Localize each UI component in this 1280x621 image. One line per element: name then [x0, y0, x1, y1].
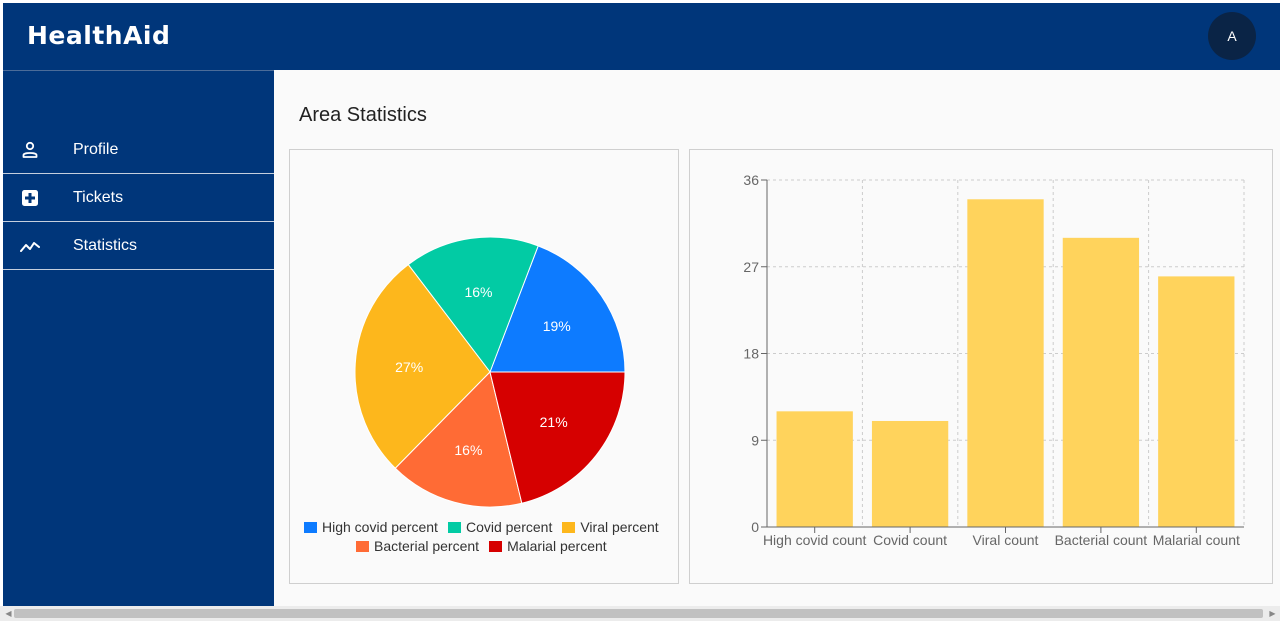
- bar[interactable]: [871, 420, 949, 527]
- x-tick-label: High covid count: [763, 532, 867, 548]
- pie-slice-label: 21%: [540, 414, 568, 430]
- y-tick-label: 18: [743, 346, 759, 362]
- x-tick-label: Covid count: [873, 532, 947, 548]
- legend-row-1: High covid percent Covid percent Viral p…: [304, 519, 669, 535]
- bar[interactable]: [776, 411, 853, 527]
- legend-item-bacterial[interactable]: Bacterial percent: [356, 538, 479, 554]
- legend-swatch: [356, 540, 369, 552]
- bar[interactable]: [1158, 276, 1235, 527]
- legend-swatch: [562, 521, 576, 533]
- pie-slice[interactable]: [489, 371, 626, 504]
- pie-chart: 19% 16% 27% 16% 21%: [354, 236, 626, 508]
- x-tick-label: Bacterial count: [1055, 532, 1148, 548]
- y-tick-label: 36: [743, 172, 759, 188]
- scroll-right-icon[interactable]: ▶: [1269, 609, 1276, 618]
- pie-slice-label: 16%: [454, 442, 482, 458]
- pie-slice[interactable]: [394, 371, 523, 508]
- pie-slice[interactable]: [407, 236, 539, 374]
- legend-swatch: [304, 521, 317, 533]
- brand-title[interactable]: HealthAid: [27, 21, 171, 50]
- sidebar: Profile Tickets Statistics: [3, 70, 274, 606]
- bar[interactable]: [967, 199, 1044, 527]
- person-icon: [22, 141, 38, 158]
- legend-label: Covid percent: [465, 519, 553, 535]
- pie-slice[interactable]: [354, 263, 491, 469]
- legend-item-high-covid[interactable]: High covid percent: [304, 519, 438, 535]
- sidebar-item-tickets[interactable]: Tickets: [3, 175, 274, 222]
- legend-item-viral[interactable]: Viral percent: [562, 519, 659, 535]
- app-frame: HealthAid A Profile Tickets Statistics: [3, 3, 1280, 606]
- sidebar-item-label: Profile: [73, 141, 119, 158]
- bar[interactable]: [1062, 237, 1140, 527]
- sidebar-item-statistics[interactable]: Statistics: [3, 223, 274, 270]
- scroll-left-icon[interactable]: ◀: [5, 609, 12, 618]
- avatar[interactable]: A: [1208, 12, 1256, 60]
- trending-line-icon: [20, 242, 40, 252]
- x-tick-label: Malarial count: [1153, 532, 1240, 548]
- scroll-thumb[interactable]: [14, 609, 1263, 618]
- app-bar: HealthAid A: [3, 3, 1280, 70]
- y-tick-label: 9: [751, 432, 759, 448]
- legend-swatch: [447, 521, 461, 533]
- x-tick-label: Viral count: [973, 532, 1039, 548]
- y-tick-label: 27: [743, 259, 759, 275]
- pie-slice-label: 19%: [543, 318, 571, 334]
- pie-slice-label: 16%: [464, 284, 492, 300]
- pie-legend: High covid percent Covid percent Viral p…: [290, 519, 678, 569]
- pie-chart-card: 19% 16% 27% 16% 21% High covid percent Covid…: [289, 149, 679, 584]
- legend-item-covid[interactable]: Covid percent: [447, 519, 553, 535]
- pie-slice[interactable]: [489, 245, 626, 373]
- legend-label: Bacterial percent: [374, 538, 480, 554]
- legend-label: Viral percent: [580, 519, 659, 535]
- legend-label: Malarial percent: [507, 538, 607, 554]
- sidebar-item-label: Tickets: [73, 189, 124, 206]
- page-title: Area Statistics: [299, 104, 427, 126]
- bar-chart-card: 0 9 18 27 36 High covid count Covid count Viral…: [689, 149, 1273, 584]
- medical-plus-icon: [22, 190, 38, 206]
- bar-chart: 0 9 18 27 36 High covid count Covid count Viral…: [743, 172, 1245, 548]
- horizontal-scrollbar[interactable]: ◀ ▶: [0, 606, 1280, 621]
- legend-swatch: [489, 540, 503, 552]
- sidebar-item-profile[interactable]: Profile: [3, 127, 274, 174]
- legend-item-malarial[interactable]: Malarial percent: [489, 538, 607, 554]
- legend-row-2: Bacterial percent Malarial percent: [356, 538, 617, 554]
- sidebar-item-label: Statistics: [73, 237, 138, 254]
- y-tick-label: 0: [751, 519, 759, 535]
- pie-slice-label: 27%: [395, 359, 423, 375]
- legend-label: High covid percent: [322, 519, 438, 535]
